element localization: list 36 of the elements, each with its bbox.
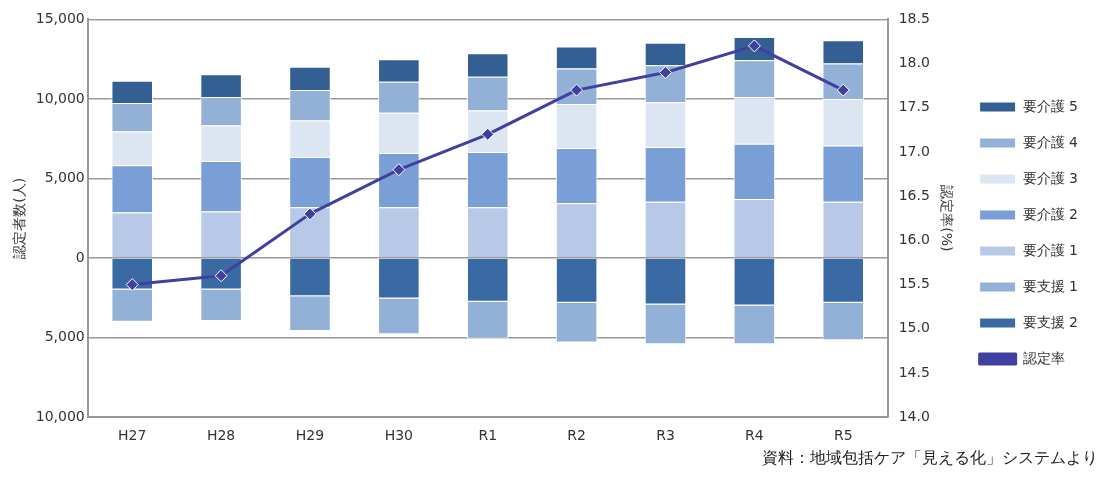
- y2-tick-label: 15.5: [898, 275, 930, 292]
- x-tick-label: R1: [478, 427, 498, 444]
- legend-label: 要介護 3: [1022, 169, 1078, 186]
- x-tick-label: R5: [833, 427, 853, 444]
- x-tick-label: R2: [567, 427, 586, 444]
- x-tick-label: R4: [745, 427, 764, 444]
- legend-label: 要介護 1: [1022, 241, 1078, 258]
- legend-label: 要支援 2: [1022, 313, 1078, 330]
- y-tick-label: 10,000: [35, 89, 85, 106]
- x-tick-label: H30: [384, 427, 414, 444]
- y2-axis-title: 認定率(%): [938, 185, 955, 252]
- x-tick-label: H27: [118, 427, 147, 444]
- x-tick-label: H29: [295, 427, 325, 444]
- legend-label: 要支援 1: [1022, 277, 1078, 294]
- legend-label: 要介護 4: [1022, 133, 1079, 150]
- x-tick-label: R3: [656, 427, 675, 444]
- x-tick-label: H28: [206, 427, 236, 444]
- y2-tick-label: 18.0: [898, 54, 930, 71]
- y2-tick-label: 17.0: [898, 142, 930, 159]
- y-tick-label: 15,000: [35, 10, 85, 27]
- y2-tick-label: 14.5: [898, 363, 930, 380]
- y2-tick-label: 14.0: [898, 407, 930, 424]
- y-axis-title: 認定者数(人): [11, 177, 28, 259]
- y-tick-label: 5,000: [44, 328, 85, 345]
- legend-label: 認定率: [1022, 349, 1065, 366]
- y2-tick-label: 18.5: [898, 10, 930, 27]
- y-tick-label: 10,000: [35, 407, 85, 424]
- y-tick-label: 5,000: [44, 169, 85, 186]
- y2-tick-label: 17.5: [898, 98, 930, 115]
- y-tick-label: 0: [75, 248, 85, 265]
- y2-tick-label: 16.0: [898, 231, 930, 248]
- text: 資料：地域包括ケア「見える化」システムより: [761, 448, 1098, 469]
- legend-label: 要介護 5: [1022, 97, 1078, 114]
- y2-tick-label: 16.5: [898, 186, 930, 203]
- legend-label: 要介護 2: [1022, 205, 1078, 222]
- y2-tick-label: 15.0: [898, 319, 930, 336]
